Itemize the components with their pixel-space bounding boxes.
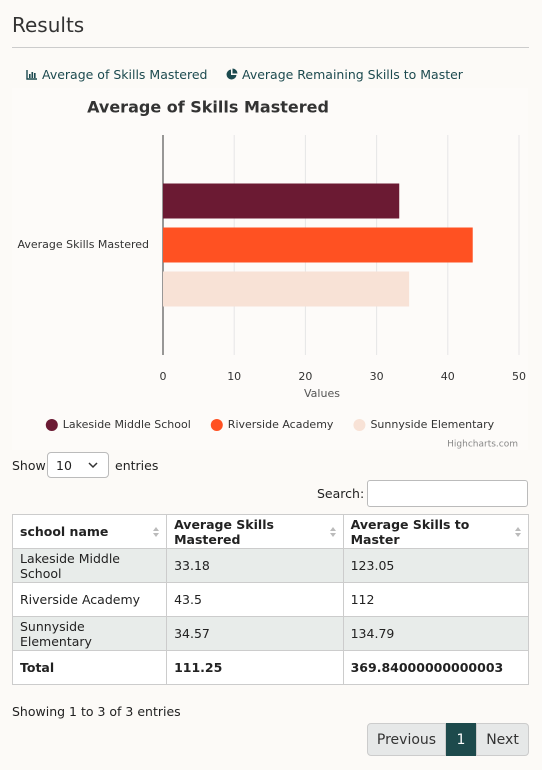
table-cell: Sunnyside Elementary [11, 616, 168, 651]
table-row: Riverside Academy 43.5 112 [11, 582, 530, 617]
legend-marker [353, 419, 366, 431]
search-label: Search: [317, 486, 365, 501]
legend-label: Lakeside Middle School [63, 418, 191, 431]
footer-cell: 369.84000000000003 [342, 650, 530, 685]
table-cell: 43.5 [166, 582, 344, 617]
footer-cell: 111.25 [166, 650, 344, 685]
credit: Highcharts.com [447, 440, 518, 450]
chevron [88, 462, 98, 469]
table-info: Showing 1 to 3 of 3 entries [12, 704, 181, 719]
tab-label: Average Remaining Skills to Master [242, 67, 463, 82]
x-tick-label: 10 [227, 370, 241, 383]
chart: Average of Skills Mastered Values Highch… [12, 88, 528, 450]
tab[interactable]: Average Remaining Skills to Master [225, 67, 463, 82]
table-cell: Riverside Academy [11, 582, 168, 617]
tab[interactable]: Average of Skills Mastered [26, 67, 207, 82]
bar [163, 183, 400, 219]
entries-label: entries [115, 458, 159, 473]
table-row: Sunnyside Elementary 34.57 134.79 [11, 616, 530, 651]
data-table: school name Average Skills Mastered Averag… [11, 514, 530, 685]
next-button[interactable]: Next [476, 723, 529, 756]
column-header[interactable]: Average Skills Mastered [166, 514, 344, 549]
y-tick-label: Average Skills Mastered [18, 238, 150, 251]
bar-icon [26, 70, 37, 80]
x-tick-label: 50 [512, 370, 526, 383]
x-tick-label: 0 [160, 370, 167, 383]
table-row: Lakeside Middle School 33.18 123.05 [11, 548, 530, 583]
section-title: Results [12, 13, 85, 37]
legend-marker [45, 419, 58, 431]
table-body: Lakeside Middle School 33.18 123.05 Riversi… [11, 548, 530, 651]
tab-label: Average of Skills Mastered [42, 67, 208, 82]
legend-item: Sunnyside Elementary [353, 418, 495, 431]
legend-item: Riverside Academy [210, 418, 334, 431]
sort-icon [153, 527, 160, 537]
x-axis-label: Values [304, 387, 340, 400]
legend-label: Sunnyside Elementary [370, 418, 494, 431]
footer-row: Total 111.25 369.84000000000003 [11, 650, 530, 685]
divider [12, 47, 529, 48]
table-cell: 123.05 [342, 548, 530, 583]
column-header[interactable]: school name [11, 514, 168, 549]
header-row: school name Average Skills Mastered Averag… [11, 514, 530, 549]
bar [163, 227, 473, 263]
search-input[interactable] [367, 480, 528, 507]
chart-title: Average of Skills Mastered [87, 98, 329, 117]
column-header[interactable]: Average Skills to Master [342, 514, 530, 549]
sort-icon [515, 527, 521, 537]
table-cell: 134.79 [342, 616, 530, 651]
legend-item: Lakeside Middle School [45, 418, 191, 431]
show-label: Show [12, 458, 46, 473]
bar [163, 271, 410, 307]
sort-icon [329, 527, 336, 537]
page-button[interactable]: 1 [446, 723, 476, 756]
table-cell: 112 [342, 582, 530, 617]
table-cell: 33.18 [166, 548, 344, 583]
x-tick-label: 30 [370, 370, 384, 383]
previous-button[interactable]: Previous [367, 723, 446, 756]
pie-icon [226, 68, 238, 80]
page-length-select[interactable]: 10 [47, 452, 109, 478]
legend-label: Riverside Academy [228, 418, 334, 431]
table-cell: 34.57 [166, 616, 344, 651]
table-cell: Lakeside Middle School [11, 548, 168, 583]
footer-cell: Total [11, 650, 168, 685]
x-tick-label: 40 [441, 370, 455, 383]
x-tick-label: 20 [298, 370, 312, 383]
page-length: 10 [56, 458, 72, 473]
legend-marker [210, 419, 223, 431]
